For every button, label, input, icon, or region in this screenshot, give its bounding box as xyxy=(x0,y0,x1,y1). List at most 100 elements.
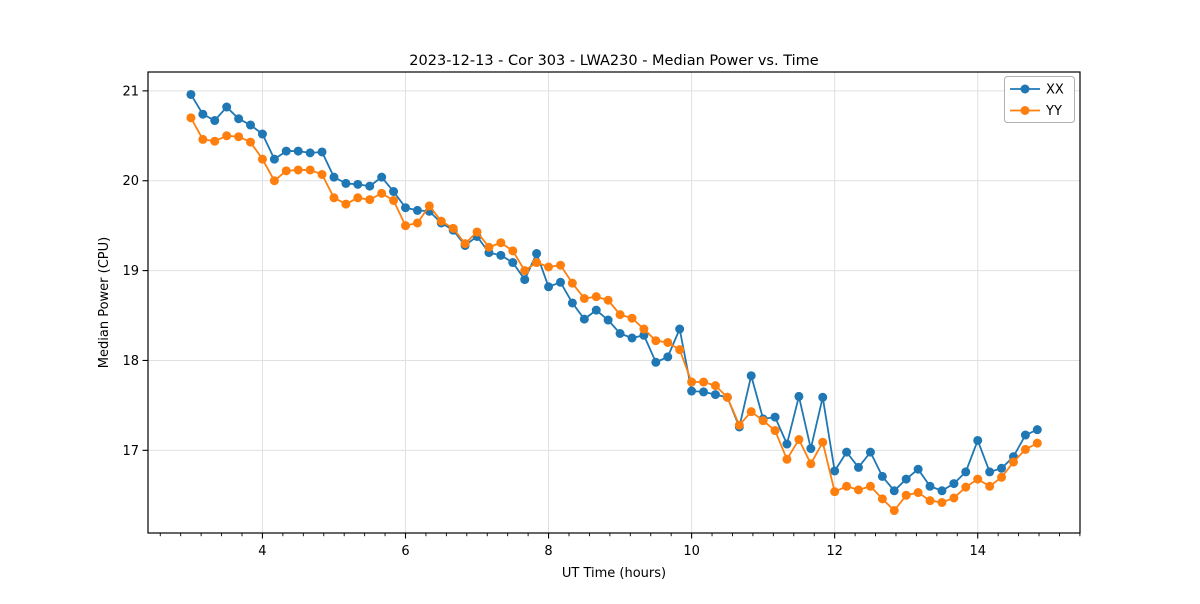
data-point-yy xyxy=(651,336,661,346)
data-point-xx xyxy=(544,282,554,292)
data-point-xx xyxy=(973,435,983,445)
data-point-xx xyxy=(329,172,339,182)
data-point-xx xyxy=(913,464,923,474)
data-point-xx xyxy=(985,467,995,477)
data-point-yy xyxy=(329,193,339,203)
legend: XX YY xyxy=(1004,76,1075,123)
data-point-yy xyxy=(508,246,518,256)
data-point-yy xyxy=(627,313,637,323)
data-point-yy xyxy=(687,377,697,387)
legend-entry-yy: YY xyxy=(1010,104,1062,119)
data-point-xx xyxy=(746,371,756,381)
data-point-yy xyxy=(830,487,840,497)
data-point-xx xyxy=(234,114,244,124)
data-point-yy xyxy=(782,454,792,464)
data-point-yy xyxy=(591,292,601,302)
data-point-yy xyxy=(758,416,768,426)
data-point-yy xyxy=(889,506,899,516)
data-point-xx xyxy=(663,352,673,362)
data-point-xx xyxy=(305,148,315,158)
data-point-xx xyxy=(675,324,685,334)
data-point-xx xyxy=(353,179,363,189)
data-point-xx xyxy=(615,329,625,338)
data-point-yy xyxy=(222,131,232,141)
data-point-yy xyxy=(210,136,220,146)
data-point-xx xyxy=(556,277,565,287)
data-point-xx xyxy=(699,387,709,397)
data-point-yy xyxy=(853,485,863,495)
data-point-yy xyxy=(234,132,244,142)
data-point-xx xyxy=(770,412,780,422)
data-point-yy xyxy=(794,435,804,445)
data-point-xx xyxy=(949,479,959,489)
data-point-xx xyxy=(520,275,530,285)
y-tick-label: 18 xyxy=(122,354,139,369)
data-point-yy xyxy=(257,154,267,164)
data-point-yy xyxy=(579,293,589,303)
data-point-yy xyxy=(985,481,995,491)
data-point-xx xyxy=(889,486,899,496)
data-point-xx xyxy=(210,116,220,126)
data-point-yy xyxy=(722,392,732,402)
data-point-yy xyxy=(865,481,875,491)
data-point-xx xyxy=(651,357,661,367)
data-point-xx xyxy=(687,386,697,396)
data-point-xx xyxy=(901,474,911,484)
data-point-xx xyxy=(186,89,196,99)
data-point-yy xyxy=(186,113,196,123)
data-point-yy xyxy=(913,488,923,498)
data-point-yy xyxy=(770,426,780,436)
data-point-yy xyxy=(806,459,816,469)
data-point-xx xyxy=(782,439,792,449)
data-point-yy xyxy=(639,324,649,334)
legend-marker-yy xyxy=(1020,106,1030,115)
data-point-xx xyxy=(853,462,863,472)
data-point-yy xyxy=(305,165,315,175)
legend-marker-xx xyxy=(1020,84,1030,94)
data-point-yy xyxy=(556,260,565,270)
y-tick-label: 19 xyxy=(122,264,139,279)
data-point-xx xyxy=(401,203,410,213)
data-point-xx xyxy=(257,129,267,139)
grid-lines xyxy=(148,72,1080,533)
y-tick-label: 21 xyxy=(122,84,139,99)
data-point-yy xyxy=(484,242,494,252)
data-point-yy xyxy=(901,490,911,500)
x-tick-label: 8 xyxy=(544,544,552,559)
data-point-yy xyxy=(961,482,971,492)
data-point-yy xyxy=(341,199,351,209)
data-point-xx xyxy=(377,172,387,182)
data-point-xx xyxy=(246,120,255,130)
data-point-xx xyxy=(710,390,720,400)
data-point-xx xyxy=(997,463,1007,473)
data-point-xx xyxy=(269,154,279,164)
x-tick-label: 14 xyxy=(969,544,986,559)
data-point-xx xyxy=(591,305,601,315)
data-point-xx xyxy=(794,391,804,401)
data-point-xx xyxy=(603,315,613,325)
data-point-yy xyxy=(389,196,399,205)
data-point-yy xyxy=(246,137,255,147)
data-point-yy xyxy=(973,474,983,484)
legend-box xyxy=(1004,76,1075,123)
data-point-yy xyxy=(937,497,947,507)
data-point-yy xyxy=(198,134,208,144)
series-line-yy xyxy=(190,117,1038,512)
data-point-xx xyxy=(842,447,852,457)
data-point-yy xyxy=(401,221,410,231)
data-point-yy xyxy=(472,227,482,237)
data-point-yy xyxy=(496,238,506,248)
data-point-yy xyxy=(281,166,291,176)
data-point-yy xyxy=(412,218,422,228)
data-point-xx xyxy=(806,444,816,454)
axis-ticks: 4 6 8 10 12 14 17 18 19 20 21 xyxy=(122,84,1081,559)
data-point-yy xyxy=(615,310,625,320)
data-point-yy xyxy=(377,188,387,198)
data-point-xx xyxy=(961,467,971,477)
x-tick-label: 12 xyxy=(826,544,843,559)
data-point-xx xyxy=(830,466,840,476)
data-series xyxy=(186,89,1042,516)
data-point-xx xyxy=(818,392,828,402)
